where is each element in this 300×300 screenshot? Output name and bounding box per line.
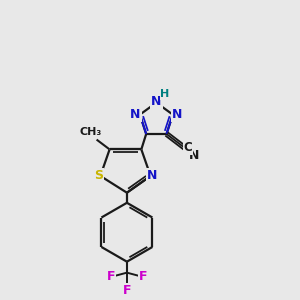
Text: C: C [183, 141, 192, 154]
Text: F: F [107, 271, 115, 284]
Text: N: N [130, 108, 141, 121]
Text: CH₃: CH₃ [80, 127, 102, 137]
Text: N: N [151, 95, 161, 108]
Text: N: N [189, 149, 200, 162]
Text: F: F [139, 271, 147, 284]
Text: H: H [160, 89, 169, 99]
Text: N: N [172, 108, 182, 121]
Text: S: S [94, 169, 103, 182]
Text: N: N [147, 169, 157, 182]
Text: F: F [123, 284, 131, 297]
